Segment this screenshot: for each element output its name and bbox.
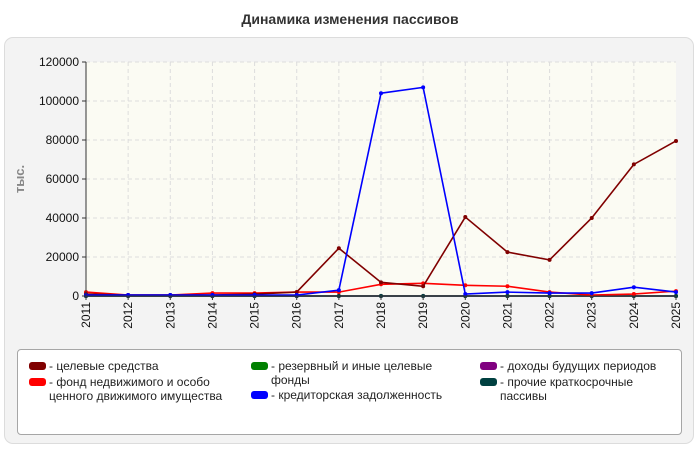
legend-item: - фонд недвижимого и особо ценного движи…: [29, 375, 234, 403]
series-point: [631, 285, 636, 290]
legend-swatch: [251, 391, 268, 399]
legend-label: - прочие краткосрочные пассивы: [500, 375, 634, 403]
legend-swatch: [480, 362, 497, 370]
series-point: [463, 215, 468, 220]
series-point: [379, 91, 383, 96]
legend-label: - фонд недвижимого и особо ценного движи…: [49, 375, 223, 403]
axis-layer: 2011 2012 2013 2014 2015 2016 2017 2018 2019 2020…: [12, 55, 683, 329]
x-tick-label: 2016: [290, 302, 304, 329]
series-point: [589, 291, 594, 296]
x-tick-label: 2015: [248, 302, 262, 329]
y-tick-label: 20000: [46, 250, 80, 264]
legend-swatch: [29, 362, 46, 370]
series-point: [336, 246, 341, 251]
x-tick-label: 2017: [332, 302, 346, 329]
y-tick-label: 100000: [39, 94, 79, 108]
y-tick-label: 120000: [39, 55, 79, 69]
legend-item: - прочие краткосрочные пассивы: [480, 375, 675, 403]
chart-title: Динамика изменения пассивов: [241, 11, 459, 27]
legend-item: - кредиторская задолженность: [251, 388, 461, 402]
series-point: [589, 216, 594, 220]
series-point: [631, 162, 636, 167]
x-tick-label: 2013: [163, 302, 177, 329]
series-point: [505, 290, 510, 295]
legend-label: - кредиторская задолженность: [271, 388, 443, 402]
series-point: [674, 290, 678, 295]
legend-swatch: [29, 378, 46, 386]
x-tick-label: 2022: [543, 302, 557, 329]
series-point: [336, 288, 341, 293]
x-tick-label: 2023: [585, 302, 599, 329]
grid-layer: [86, 61, 676, 296]
x-tick-label: 2012: [121, 302, 135, 329]
series-point: [463, 292, 468, 297]
x-tick-label: 2018: [374, 302, 388, 329]
series-point: [294, 290, 299, 295]
x-tick-label: 2014: [205, 302, 219, 329]
series-point: [379, 280, 383, 285]
x-tick-label: 2025: [669, 302, 683, 329]
legend-item: - доходы будущих периодов: [480, 359, 675, 373]
series-point: [421, 85, 426, 90]
y-tick-label: 0: [72, 289, 79, 303]
legend-label: - резервный и иные целевые фонды: [271, 359, 433, 387]
x-tick-label: 2020: [458, 302, 472, 329]
x-tick-label: 2011: [79, 302, 93, 328]
series-point: [505, 284, 510, 289]
series-point: [505, 250, 510, 255]
legend-item: - резервный и иные целевые фонды: [251, 359, 461, 387]
legend-swatch: [251, 362, 268, 370]
legend-item: - целевые средства: [29, 359, 234, 373]
legend-swatch: [480, 378, 497, 386]
y-axis-label: тыс.: [12, 165, 27, 193]
y-tick-label: 60000: [46, 172, 80, 186]
series-point: [674, 138, 678, 143]
y-tick-label: 40000: [46, 211, 80, 225]
y-tick-label: 80000: [46, 133, 80, 147]
series-point: [547, 257, 552, 262]
chart-legend: - целевые средства - фонд недвижимого и о…: [17, 349, 682, 435]
x-tick-label: 2019: [416, 302, 430, 329]
x-tick-label: 2024: [627, 302, 641, 329]
series-point: [547, 291, 552, 296]
x-tick-label: 2021: [500, 302, 514, 329]
legend-label: - доходы будущих периодов: [500, 359, 657, 373]
series-point: [631, 292, 636, 297]
series-point: [421, 284, 426, 289]
legend-label: - целевые средства: [49, 359, 159, 373]
